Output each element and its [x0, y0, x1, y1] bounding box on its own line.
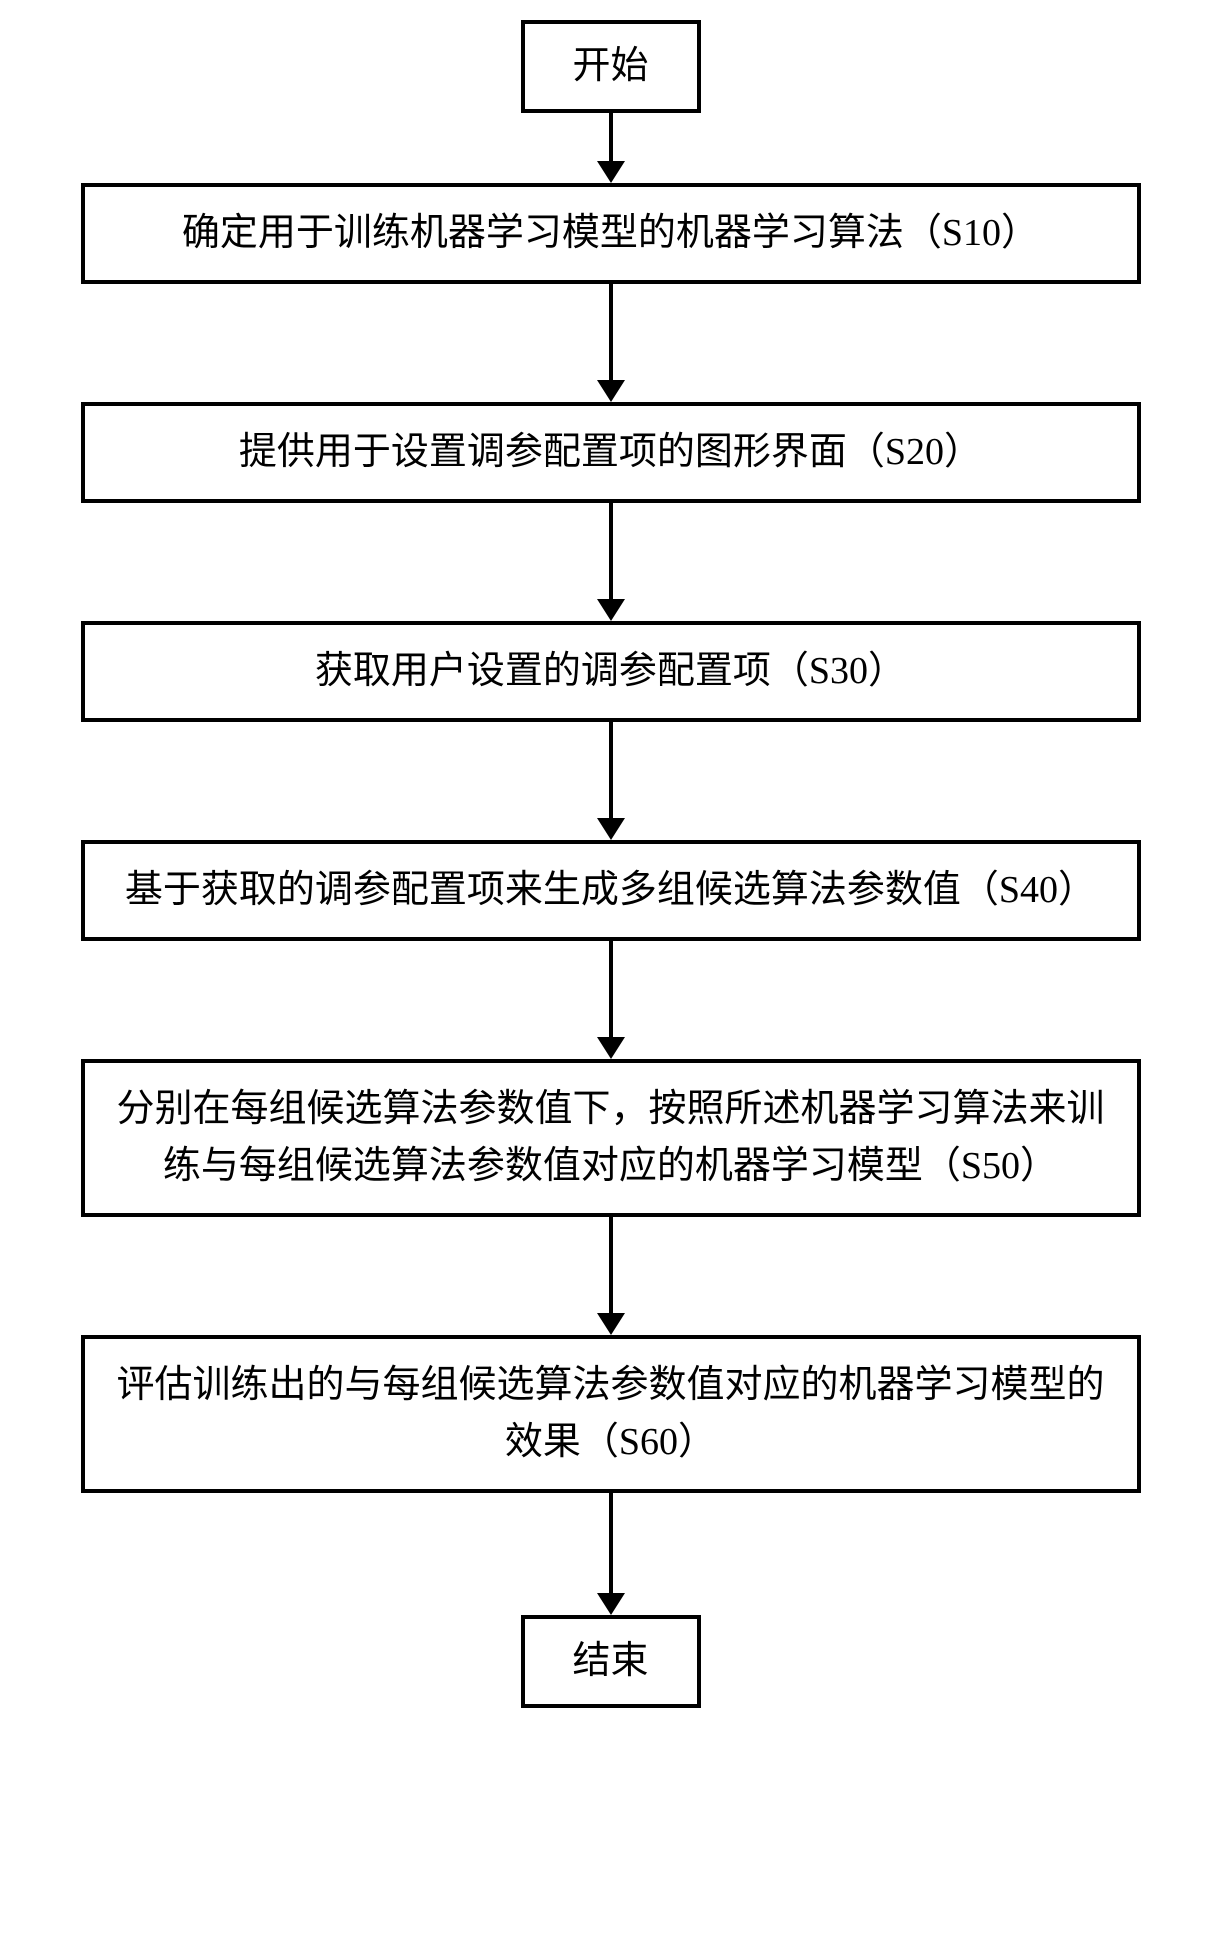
arrow-head-icon [597, 1037, 625, 1059]
arrow-head-icon [597, 599, 625, 621]
arrow-head-icon [597, 161, 625, 183]
arrow [597, 1493, 625, 1615]
arrow [597, 722, 625, 840]
start-terminal: 开始 [521, 20, 701, 113]
arrow [597, 941, 625, 1059]
step-label: 评估训练出的与每组候选算法参数值对应的机器学习模型的效果（S60） [115, 1357, 1107, 1471]
process-step-s10: 确定用于训练机器学习模型的机器学习算法（S10） [81, 183, 1141, 284]
process-step-s40: 基于获取的调参配置项来生成多组候选算法参数值（S40） [81, 840, 1141, 941]
arrow-line [609, 722, 613, 818]
arrow [597, 503, 625, 621]
arrow-head-icon [597, 1313, 625, 1335]
arrow [597, 284, 625, 402]
arrow-line [609, 1493, 613, 1593]
arrow [597, 1217, 625, 1335]
step-label: 获取用户设置的调参配置项（S30） [315, 643, 906, 700]
step-label: 基于获取的调参配置项来生成多组候选算法参数值（S40） [125, 862, 1096, 919]
flowchart-container: 开始 确定用于训练机器学习模型的机器学习算法（S10） 提供用于设置调参配置项的… [61, 20, 1161, 1708]
process-step-s20: 提供用于设置调参配置项的图形界面（S20） [81, 402, 1141, 503]
arrow [597, 113, 625, 183]
step-label: 提供用于设置调参配置项的图形界面（S20） [239, 424, 982, 481]
process-step-s60: 评估训练出的与每组候选算法参数值对应的机器学习模型的效果（S60） [81, 1335, 1141, 1493]
end-label: 结束 [572, 1633, 648, 1690]
process-step-s30: 获取用户设置的调参配置项（S30） [81, 621, 1141, 722]
end-terminal: 结束 [521, 1615, 701, 1708]
arrow-head-icon [597, 1593, 625, 1615]
arrow-line [609, 941, 613, 1037]
arrow-line [609, 503, 613, 599]
step-label: 分别在每组候选算法参数值下，按照所述机器学习算法来训练与每组候选算法参数值对应的… [115, 1081, 1107, 1195]
process-step-s50: 分别在每组候选算法参数值下，按照所述机器学习算法来训练与每组候选算法参数值对应的… [81, 1059, 1141, 1217]
arrow-line [609, 113, 613, 161]
arrow-line [609, 284, 613, 380]
arrow-line [609, 1217, 613, 1313]
step-label: 确定用于训练机器学习模型的机器学习算法（S10） [182, 205, 1039, 262]
start-label: 开始 [572, 38, 648, 95]
arrow-head-icon [597, 380, 625, 402]
arrow-head-icon [597, 818, 625, 840]
